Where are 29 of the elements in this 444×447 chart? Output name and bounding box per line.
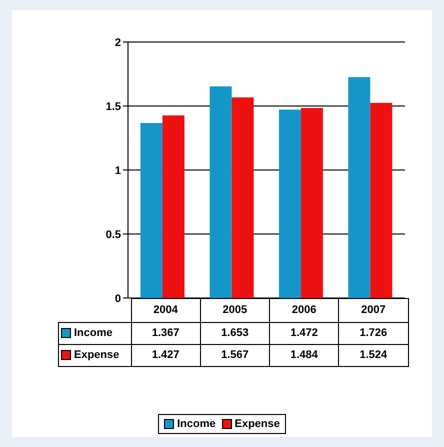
legend-label: Income <box>58 322 131 344</box>
data-label: 1.484 <box>270 344 339 366</box>
bar <box>278 110 301 298</box>
data-label: 1.524 <box>338 344 408 366</box>
data-label: 1.653 <box>200 322 270 344</box>
data-label: 1.367 <box>131 322 200 344</box>
bar <box>370 102 392 298</box>
text: Expense <box>234 418 280 430</box>
y-tick-label: 1 <box>114 164 121 177</box>
x-tick-label: 2006 <box>270 298 339 322</box>
bar <box>348 77 370 298</box>
bar <box>300 108 323 298</box>
bar <box>162 115 184 298</box>
x-tick-label: 2004 <box>131 298 200 322</box>
bar <box>232 97 254 298</box>
y-tick-label: 0.5 <box>106 228 121 241</box>
data-label: 1.567 <box>200 344 270 366</box>
y-tick-label: 1.5 <box>106 100 121 113</box>
text: Income <box>177 418 216 430</box>
x-tick-label: 2007 <box>338 298 408 322</box>
x-tick-label: 2005 <box>200 298 270 322</box>
data-label: 1.472 <box>270 322 339 344</box>
y-tick-label: 2 <box>114 36 121 49</box>
data-label: 1.427 <box>131 344 200 366</box>
data-label: 1.726 <box>338 322 408 344</box>
bar <box>140 123 162 298</box>
legend-label: Expense <box>58 344 131 366</box>
y-tick-label: 0 <box>114 292 121 305</box>
bar <box>210 86 232 298</box>
